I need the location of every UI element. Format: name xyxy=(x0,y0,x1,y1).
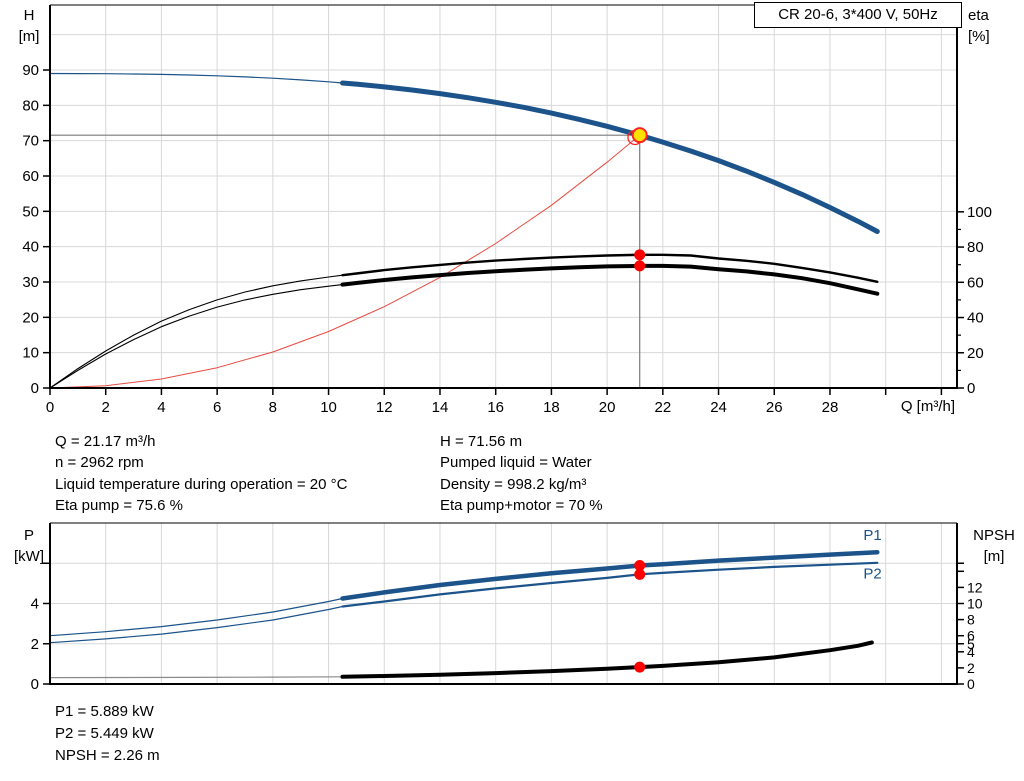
svg-text:40: 40 xyxy=(967,310,984,327)
svg-text:50: 50 xyxy=(22,203,39,220)
svg-text:0: 0 xyxy=(46,399,54,416)
info-npsh: NPSH = 2.26 m xyxy=(55,747,160,764)
svg-text:5: 5 xyxy=(967,636,975,652)
svg-text:10: 10 xyxy=(320,399,337,416)
svg-text:26: 26 xyxy=(766,399,783,416)
svg-text:10: 10 xyxy=(22,345,39,362)
svg-text:8: 8 xyxy=(269,399,277,416)
power-npsh-chart-p1-thick xyxy=(340,549,880,601)
svg-text:12: 12 xyxy=(376,399,393,416)
svg-text:80: 80 xyxy=(967,239,984,256)
svg-text:2: 2 xyxy=(31,636,39,653)
info-p2: P2 = 5.449 kW xyxy=(55,725,154,742)
hq-chart-marker xyxy=(634,260,646,272)
info-density: Density = 998.2 kg/m³ xyxy=(440,476,587,493)
svg-text:40: 40 xyxy=(22,239,39,256)
hq-chart-eta-pump-thick xyxy=(341,253,879,283)
power-npsh-chart-label-P2: P2 xyxy=(863,565,881,582)
svg-text:4: 4 xyxy=(31,596,39,613)
svg-text:2: 2 xyxy=(967,660,975,676)
svg-text:0: 0 xyxy=(31,380,39,397)
hq-chart-system-curve xyxy=(49,134,641,389)
power-npsh-chart-p2-thick xyxy=(341,561,879,608)
info-eta-pump-motor: Eta pump+motor = 70 % xyxy=(440,497,603,514)
h-axis-title: H [m] xyxy=(18,7,40,45)
hq-chart-eta-pump-motor-thin xyxy=(49,284,344,389)
q-axis-title: Q [m³/h] xyxy=(900,398,955,415)
hq-chart-eta-pump-thin xyxy=(49,274,344,389)
info-temperature: Liquid temperature during operation = 20… xyxy=(55,476,348,493)
svg-text:28: 28 xyxy=(822,399,839,416)
hq-chart-pump-head-thick xyxy=(340,80,880,234)
info-speed: n = 2962 rpm xyxy=(55,454,144,471)
svg-text:6: 6 xyxy=(967,628,975,644)
svg-text:2: 2 xyxy=(102,399,110,416)
svg-text:60: 60 xyxy=(22,168,39,185)
info-p1: P1 = 5.889 kW xyxy=(55,703,154,720)
svg-text:8: 8 xyxy=(967,612,975,628)
info-liquid: Pumped liquid = Water xyxy=(440,454,592,471)
power-npsh-chart-npsh-thin xyxy=(49,676,344,679)
hq-chart-marker xyxy=(631,127,648,144)
info-q: Q = 21.17 m³/h xyxy=(55,433,156,450)
svg-text:70: 70 xyxy=(22,133,39,150)
svg-text:60: 60 xyxy=(967,274,984,291)
svg-text:20: 20 xyxy=(967,345,984,362)
svg-text:6: 6 xyxy=(213,399,221,416)
svg-text:4: 4 xyxy=(157,399,165,416)
svg-text:22: 22 xyxy=(654,399,671,416)
svg-text:24: 24 xyxy=(710,399,727,416)
info-eta-pump: Eta pump = 75.6 % xyxy=(55,497,183,514)
info-head: H = 71.56 m xyxy=(440,433,523,450)
svg-text:18: 18 xyxy=(543,399,560,416)
power-npsh-chart-marker xyxy=(634,568,646,580)
svg-text:30: 30 xyxy=(22,274,39,291)
svg-text:16: 16 xyxy=(487,399,504,416)
eta-axis-title: eta [%] xyxy=(968,7,990,45)
svg-text:20: 20 xyxy=(22,309,39,326)
hq-chart-marker xyxy=(634,249,646,261)
svg-text:0: 0 xyxy=(31,676,39,693)
svg-text:4: 4 xyxy=(967,644,975,660)
svg-text:80: 80 xyxy=(22,97,39,114)
svg-text:10: 10 xyxy=(967,596,983,612)
p-axis-title: P [kW] xyxy=(14,527,44,565)
pump-title-box: CR 20-6, 3*400 V, 50Hz xyxy=(754,2,962,28)
svg-text:0: 0 xyxy=(967,380,975,397)
svg-text:12: 12 xyxy=(967,579,983,595)
svg-text:100: 100 xyxy=(967,204,992,221)
power-npsh-chart-p2-thin xyxy=(49,605,344,644)
npsh-axis-title: NPSH [m] xyxy=(973,527,1015,565)
svg-text:14: 14 xyxy=(432,399,449,416)
power-npsh-chart-marker xyxy=(634,559,646,571)
power-npsh-chart-p1-thin xyxy=(49,597,344,637)
svg-text:0: 0 xyxy=(967,676,975,692)
hq-chart-pump-head-thin xyxy=(49,72,344,84)
power-npsh-chart-label-P1: P1 xyxy=(863,527,881,544)
hq-chart-eta-pump-motor-thick xyxy=(340,263,880,296)
svg-text:90: 90 xyxy=(22,62,39,79)
svg-text:20: 20 xyxy=(599,399,616,416)
power-npsh-chart-marker xyxy=(634,661,646,673)
